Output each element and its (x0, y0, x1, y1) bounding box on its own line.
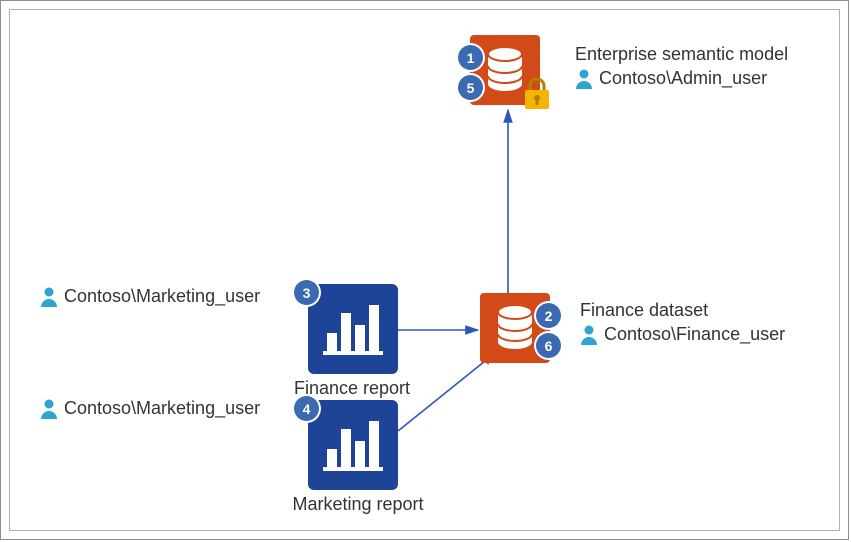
finance-report-node (308, 284, 398, 374)
user-label: Contoso\Admin_user (599, 68, 767, 89)
database-icon (494, 304, 536, 352)
finance-report-title: Finance report (294, 378, 410, 399)
user-label: Contoso\Marketing_user (64, 398, 260, 419)
callout-badge-2: 2 (536, 303, 561, 328)
enterprise-model-user: Contoso\Admin_user (575, 68, 767, 89)
database-icon (484, 46, 526, 94)
bar-chart-icon (323, 419, 383, 471)
user-label: Contoso\Finance_user (604, 324, 785, 345)
person-icon (40, 287, 58, 307)
user-label: Contoso\Marketing_user (64, 286, 260, 307)
marketing-report-title: Marketing report (292, 494, 423, 515)
finance-report-user: Contoso\Marketing_user (40, 286, 260, 307)
finance-dataset-user: Contoso\Finance_user (580, 324, 785, 345)
marketing-report-user: Contoso\Marketing_user (40, 398, 260, 419)
marketing-report-node (308, 400, 398, 490)
bar-chart-icon (323, 303, 383, 355)
person-icon (580, 325, 598, 345)
enterprise-model-title: Enterprise semantic model (575, 44, 788, 65)
edge-marketingReport-to-financeDataset (398, 353, 495, 431)
callout-badge-4: 4 (294, 396, 319, 421)
finance-dataset-title: Finance dataset (580, 300, 708, 321)
person-icon (40, 399, 58, 419)
callout-badge-5: 5 (458, 75, 483, 100)
person-icon (575, 69, 593, 89)
callout-badge-3: 3 (294, 280, 319, 305)
callout-badge-1: 1 (458, 45, 483, 70)
callout-badge-6: 6 (536, 333, 561, 358)
lock-icon (522, 77, 552, 116)
